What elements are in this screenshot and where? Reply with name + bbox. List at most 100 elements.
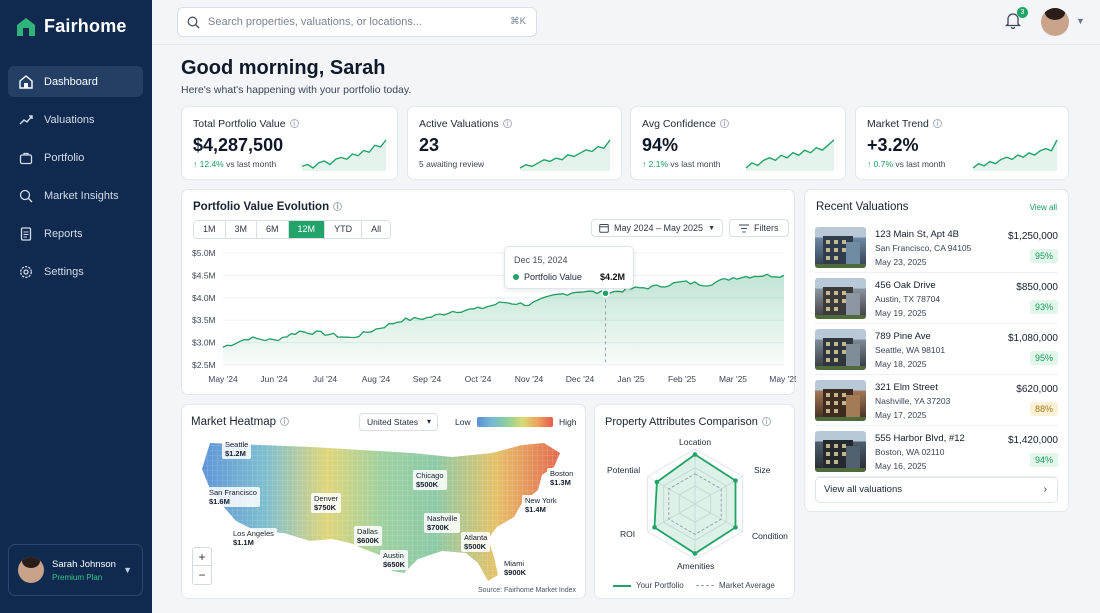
radar-axis-label: Size <box>754 465 771 475</box>
radar-axis-label: Condition <box>752 531 788 541</box>
valuation-price: $850,000 <box>1016 282 1058 293</box>
chevron-down-icon[interactable]: ▼ <box>123 565 132 575</box>
confidence-badge: 94% <box>1029 453 1058 467</box>
sidebar-item-dashboard[interactable]: Dashboard <box>8 66 143 97</box>
radar-point <box>692 452 698 457</box>
city-label-los-angeles[interactable]: Los Angeles $1.1M <box>230 528 277 548</box>
filters-button[interactable]: Filters <box>729 219 789 237</box>
chevron-down-icon[interactable]: ▼ <box>1076 16 1085 26</box>
building-icon <box>815 338 866 370</box>
city-label-denver[interactable]: Denver $750K <box>311 493 342 513</box>
confidence-badge: 93% <box>1029 300 1058 314</box>
kpi-label: Total Portfolio Value i <box>193 118 299 130</box>
sidebar-item-label: Reports <box>44 227 83 240</box>
date-range-picker[interactable]: May 2024 – May 2025 ▼ <box>591 219 723 237</box>
range-tab-1m[interactable]: 1M <box>194 221 226 238</box>
info-icon[interactable]: i <box>719 119 729 128</box>
zoom-in-button[interactable]: + <box>193 548 211 566</box>
calendar-icon <box>599 224 609 233</box>
city-label-seattle[interactable]: Seattle $1.2M <box>222 439 252 459</box>
y-tick-label: $5.0M <box>192 248 216 258</box>
data-point-highlight[interactable] <box>601 289 610 298</box>
range-tab-ytd[interactable]: YTD <box>325 221 363 238</box>
sidebar-item-settings[interactable]: Settings <box>8 256 143 287</box>
info-icon[interactable]: i <box>333 202 343 211</box>
filter-icon <box>739 224 749 232</box>
portfolio-chart-card: Portfolio Value Evolution i 1M 3M 6M 12M … <box>181 189 796 396</box>
sparkline <box>745 139 835 171</box>
range-tab-12m[interactable]: 12M <box>288 221 326 238</box>
kpi-value: 94% <box>642 135 679 155</box>
kpi-card-market-trend: Market Trend i +3.2% ↑ 0.7% vs last month <box>855 106 1069 180</box>
radar-series-portfolio <box>653 453 737 555</box>
user-profile-card[interactable]: Sarah Johnson Premium Plan ▼ <box>8 544 143 596</box>
sparkline-area <box>973 140 1057 171</box>
x-tick-label: May '25 <box>769 374 796 384</box>
property-thumbnail <box>815 431 866 472</box>
tooltip-label: Portfolio Value <box>524 272 582 282</box>
portfolio-area-chart[interactable]: $2.5M $3.0M $3.5M $4.0M $4.5M $5.0M May '24 Jun… <box>182 190 796 396</box>
list-item[interactable]: 321 Elm Street Nashville, YA 37203 May 17,… <box>815 376 1058 426</box>
property-thumbnail <box>815 278 866 319</box>
search-input[interactable] <box>208 16 498 28</box>
sparkline <box>301 139 387 171</box>
info-icon[interactable]: i <box>289 119 299 128</box>
city-label-austin[interactable]: Austin $650K <box>380 550 409 570</box>
kpi-card-active-valuations: Active Valuations i 23 5 awaiting review <box>407 106 622 180</box>
property-address: 123 Main St, Apt 4B <box>875 229 959 240</box>
range-tab-all[interactable]: All <box>362 221 391 238</box>
kpi-value: 23 <box>419 135 440 155</box>
building-icon <box>815 287 866 319</box>
info-icon[interactable]: i <box>502 119 512 128</box>
search-box[interactable]: ⌘K <box>177 7 537 37</box>
y-tick-label: $3.5M <box>192 315 216 325</box>
list-item[interactable]: 789 Pine Ave Seattle, WA 98101 May 18, 202… <box>815 325 1058 375</box>
view-all-link[interactable]: View all <box>1029 203 1057 212</box>
avatar[interactable] <box>1041 8 1069 36</box>
x-tick-label: Oct '24 <box>465 374 492 384</box>
kpi-value: $4,287,500 <box>193 135 284 155</box>
property-thumbnail <box>815 329 866 370</box>
city-label-san-francisco[interactable]: San Francisco $1.6M <box>206 487 260 507</box>
country-select[interactable]: United States ▾ <box>359 413 438 431</box>
brand[interactable]: Fairhome <box>16 16 127 37</box>
city-label-new-york[interactable]: New York $1.4M <box>522 495 560 515</box>
sidebar-nav: Dashboard Valuations Portfolio Market In… <box>8 66 143 294</box>
range-tab-6m[interactable]: 6M <box>257 221 289 238</box>
city-label-nashville[interactable]: Nashville $700K <box>424 513 461 533</box>
city-label-atlanta[interactable]: Atlanta $500K <box>461 532 491 552</box>
range-tab-3m[interactable]: 3M <box>225 221 258 238</box>
home-icon <box>19 74 33 89</box>
info-icon[interactable]: i <box>932 119 942 128</box>
radar-chart[interactable] <box>595 405 796 600</box>
list-item[interactable]: 123 Main St, Apt 4B San Francisco, CA 941… <box>815 223 1058 273</box>
sidebar-item-market-insights[interactable]: Market Insights <box>8 180 143 211</box>
x-tick-label: Aug '24 <box>362 374 391 384</box>
view-all-valuations-button[interactable]: View all valuations › <box>815 477 1058 503</box>
building-icon <box>815 389 866 421</box>
city-label-boston[interactable]: Boston $1.3M <box>547 468 577 488</box>
sidebar-item-portfolio[interactable]: Portfolio <box>8 142 143 173</box>
city-label-dallas[interactable]: Dallas $600K <box>354 526 383 546</box>
info-icon[interactable]: i <box>761 417 771 426</box>
info-icon[interactable]: i <box>280 417 290 426</box>
kpi-change: ↑ 0.7% vs last month <box>867 159 946 169</box>
list-item[interactable]: 456 Oak Drive Austin, TX 78704 May 19, 202… <box>815 274 1058 324</box>
list-item[interactable]: 555 Harbor Blvd, #12 Boston, WA 02110 May … <box>815 427 1058 477</box>
sidebar-item-reports[interactable]: Reports <box>8 218 143 249</box>
valuation-price: $1,420,000 <box>1007 435 1058 446</box>
zoom-out-button[interactable]: − <box>198 568 206 582</box>
x-tick-label: Jun '24 <box>260 374 287 384</box>
briefcase-icon <box>19 152 33 164</box>
chart-title: Portfolio Value Evolution i <box>193 201 343 213</box>
sidebar-item-valuations[interactable]: Valuations <box>8 104 143 135</box>
y-tick-label: $2.5M <box>192 360 216 370</box>
radar-point <box>652 525 657 530</box>
property-address: 789 Pine Ave <box>875 331 931 342</box>
x-tick-label: Nov '24 <box>515 374 544 384</box>
y-tick-label: $4.0M <box>192 293 216 303</box>
bell-icon[interactable] <box>1004 11 1022 29</box>
valuation-price: $620,000 <box>1016 384 1058 395</box>
city-label-miami[interactable]: Miami $900K <box>501 558 530 578</box>
city-label-chicago[interactable]: Chicago $500K <box>413 470 447 490</box>
